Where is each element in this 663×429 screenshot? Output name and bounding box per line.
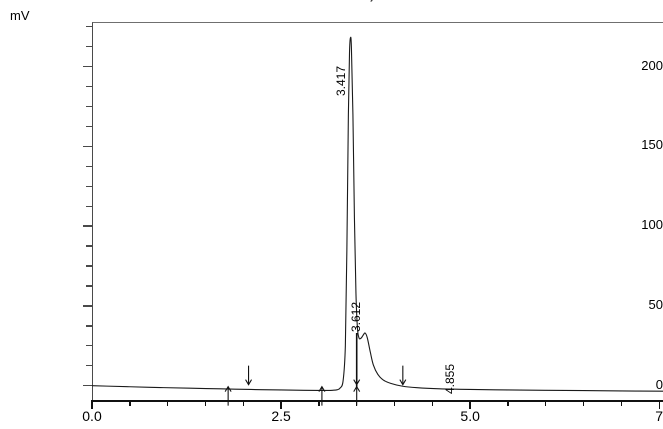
y-tick-label: 200 bbox=[641, 57, 663, 73]
peak-retention-label: 4.855 bbox=[443, 363, 458, 394]
x-tick-major bbox=[280, 400, 282, 409]
peak-retention-label: 3.612 bbox=[349, 301, 364, 332]
x-axis-line bbox=[92, 400, 663, 402]
y-tick-minor bbox=[86, 105, 92, 108]
y-tick-minor bbox=[86, 365, 92, 367]
y-tick-minor bbox=[86, 185, 92, 187]
x-tick-minor bbox=[545, 400, 547, 406]
peak-retention-label: 3.417 bbox=[334, 65, 349, 96]
x-tick-minor bbox=[242, 400, 244, 406]
y-tick-minor bbox=[86, 325, 92, 327]
x-tick-label: 7 bbox=[655, 408, 663, 424]
y-axis-unit-label: mV bbox=[10, 8, 30, 23]
integration-arrowhead bbox=[224, 385, 232, 392]
x-tick-major bbox=[469, 400, 471, 409]
x-tick-minor bbox=[507, 400, 509, 406]
y-tick-minor bbox=[86, 205, 92, 207]
y-tick-minor bbox=[86, 165, 92, 168]
integration-arrowhead bbox=[353, 379, 361, 386]
y-tick-label: 100 bbox=[641, 217, 663, 233]
x-tick-minor bbox=[129, 400, 131, 406]
y-tick-label: 150 bbox=[641, 137, 663, 153]
y-tick-minor bbox=[86, 345, 92, 347]
x-tick-minor bbox=[318, 400, 320, 406]
window-title-strip: CH Lab Solutions\Data\Project\Test\... bbox=[0, 0, 663, 4]
x-tick-label: 2.5 bbox=[271, 408, 291, 424]
y-tick-minor bbox=[86, 85, 92, 88]
y-tick-major bbox=[83, 384, 92, 387]
y-tick-label: 50 bbox=[648, 296, 663, 312]
y-tick-minor bbox=[86, 285, 92, 287]
y-tick-major bbox=[83, 65, 92, 68]
x-tick-label: 0.0 bbox=[82, 408, 102, 424]
x-tick-minor bbox=[431, 400, 434, 406]
x-tick-major bbox=[658, 400, 660, 409]
integration-arrowhead bbox=[245, 379, 253, 386]
x-tick-minor bbox=[582, 400, 585, 406]
x-tick-minor bbox=[204, 400, 207, 406]
chromatogram-trace-svg bbox=[92, 22, 663, 406]
signal-trace bbox=[92, 37, 663, 391]
y-tick-major bbox=[83, 225, 92, 227]
x-tick-minor bbox=[393, 400, 396, 406]
x-tick-minor bbox=[620, 400, 623, 406]
file-path-title: CH Lab Solutions\Data\Project\Test\... bbox=[239, 0, 424, 2]
y-tick-major bbox=[83, 145, 92, 148]
y-tick-minor bbox=[86, 26, 92, 28]
integration-arrowhead bbox=[399, 379, 407, 386]
y-tick-label: 0 bbox=[655, 376, 663, 392]
x-tick-label: 5.0 bbox=[460, 408, 480, 424]
y-tick-minor bbox=[86, 46, 92, 48]
y-tick-minor bbox=[86, 265, 92, 267]
integration-arrowhead bbox=[318, 385, 326, 392]
y-tick-minor bbox=[86, 245, 92, 247]
integration-arrowhead bbox=[353, 385, 361, 392]
x-tick-minor bbox=[166, 400, 169, 406]
y-tick-major bbox=[83, 305, 92, 307]
plot-frame bbox=[92, 22, 663, 400]
y-tick-minor bbox=[86, 125, 92, 128]
x-tick-major bbox=[91, 400, 93, 409]
integration-marks bbox=[224, 333, 407, 406]
